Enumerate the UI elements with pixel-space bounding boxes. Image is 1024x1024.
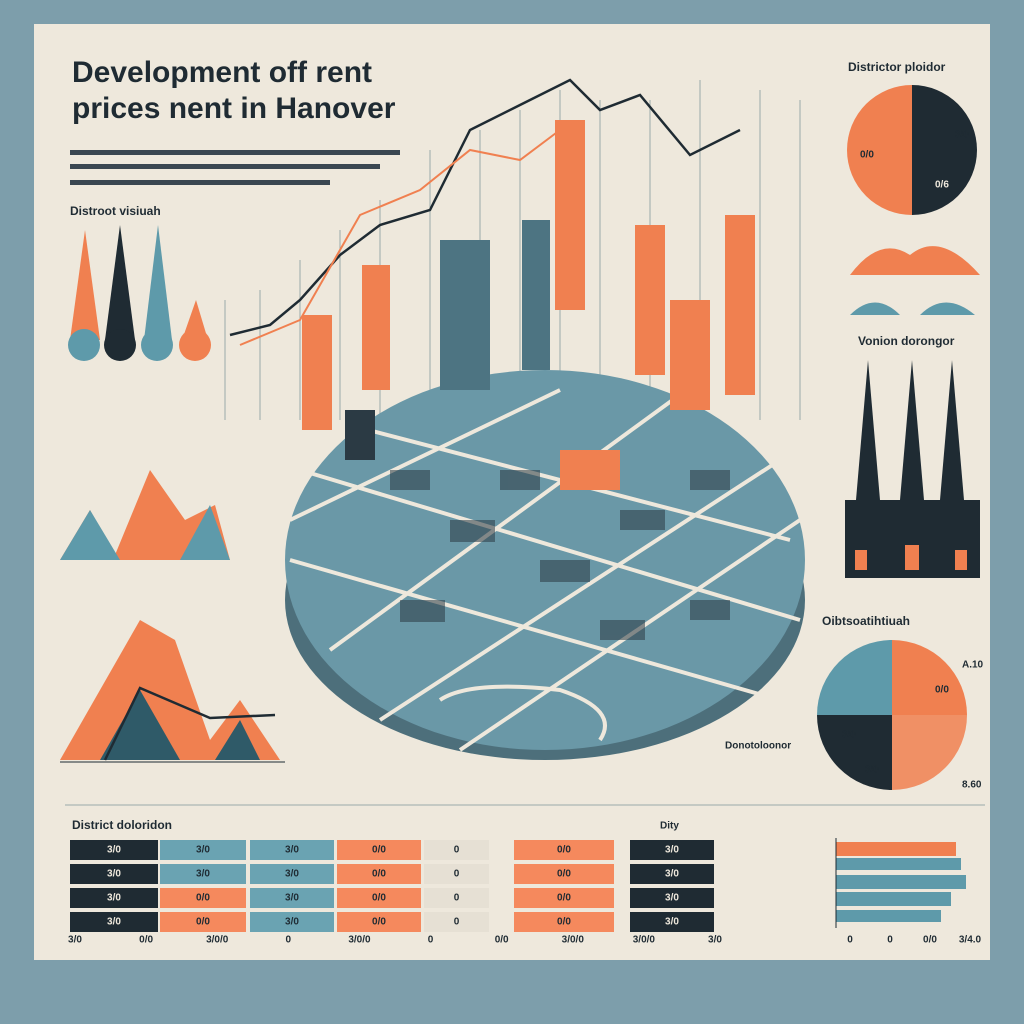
table-cell-text: 3/0 xyxy=(665,917,679,928)
table-footer: 3/0/0 xyxy=(633,935,656,946)
hbars xyxy=(835,838,966,928)
table-cell-text: 3/0 xyxy=(107,869,121,880)
pie-label: 3/0 xyxy=(955,130,969,141)
table-cell xyxy=(160,864,246,884)
table-cell-text: 0/0 xyxy=(372,845,386,856)
section-title: Dity xyxy=(660,821,679,832)
table-cell xyxy=(70,840,158,860)
table-footer: 3/0 xyxy=(708,935,722,946)
table-cell-text: 0/0 xyxy=(372,893,386,904)
section-title: Vonion dorongor xyxy=(858,334,955,348)
title-line: Development off rent xyxy=(72,56,372,89)
table-cell-text: 0/0 xyxy=(372,869,386,880)
table-footer: 3/0/0 xyxy=(562,935,585,946)
table-cell-text: 0/0 xyxy=(557,917,571,928)
pie-label: 0/0 xyxy=(935,685,949,696)
table-cell xyxy=(424,912,489,932)
table-cell-text: 3/0 xyxy=(285,893,299,904)
table-cell-text: 3/0 xyxy=(196,845,210,856)
table-footer: 0/0 xyxy=(139,935,153,946)
table-cell-text: 3/0 xyxy=(665,869,679,880)
table-cell xyxy=(514,888,614,908)
table-cell xyxy=(337,840,421,860)
table-cell-text: 3/0 xyxy=(665,893,679,904)
table-cell-text: 3/0 xyxy=(285,845,299,856)
table-cell xyxy=(160,888,246,908)
table-footer: 0/0 xyxy=(495,935,509,946)
table-cell xyxy=(424,888,489,908)
table-cell-text: 0 xyxy=(454,917,460,928)
table-cell xyxy=(250,840,334,860)
drops xyxy=(68,225,211,361)
pie-label: 0/0 xyxy=(860,150,874,161)
table-cell xyxy=(424,840,489,860)
table-cell-text: 3/0 xyxy=(285,869,299,880)
table-footer: 0 xyxy=(286,935,292,946)
table-cell xyxy=(514,912,614,932)
section-title: Districtor ploidor xyxy=(848,60,946,74)
map-label: Donotoloonor xyxy=(725,741,791,752)
table-cell-text: 3/0 xyxy=(196,869,210,880)
table-footer: 3/0/0 xyxy=(206,935,229,946)
table-cell-text: 0/0 xyxy=(557,869,571,880)
table-cell-text: 0/0 xyxy=(557,845,571,856)
table-cell xyxy=(337,888,421,908)
pie-label: A.10 xyxy=(962,660,984,671)
section-title: Oibtsoatihtiuah xyxy=(822,614,910,628)
area-chart xyxy=(60,470,285,763)
table-cell xyxy=(630,840,714,860)
pie-label: 3/0 xyxy=(865,765,879,776)
table-cell-text: 0/0 xyxy=(196,917,210,928)
axis-label: 0 xyxy=(887,935,893,946)
table-cell xyxy=(630,888,714,908)
pie-label: 3/0 xyxy=(842,730,856,741)
table-cell xyxy=(337,912,421,932)
table-cell xyxy=(70,912,158,932)
table-cell xyxy=(630,864,714,884)
table-cell xyxy=(424,864,489,884)
table-cell xyxy=(250,864,334,884)
intro-lines xyxy=(70,150,400,185)
table-cell-text: 3/0 xyxy=(285,917,299,928)
table-footer: 0 xyxy=(428,935,434,946)
table-cell xyxy=(250,912,334,932)
table-cell xyxy=(70,888,158,908)
section-title: Distroot visiuah xyxy=(70,204,161,218)
axis-label: 3/4.0 xyxy=(959,935,982,946)
table-cell xyxy=(514,864,614,884)
table-cell-text: 0/0 xyxy=(372,917,386,928)
table-cell-text: 0 xyxy=(454,893,460,904)
table-cell xyxy=(250,888,334,908)
axis-label: 0 xyxy=(847,935,853,946)
table-cell xyxy=(70,864,158,884)
section-title: District doloridon xyxy=(72,818,172,832)
table-footer: 3/0/0 xyxy=(348,935,371,946)
table-footer: 3/0 xyxy=(68,935,82,946)
table-cell xyxy=(514,840,614,860)
table-cell xyxy=(160,840,246,860)
map xyxy=(285,370,805,760)
table-cell-text: 3/0 xyxy=(107,845,121,856)
pie xyxy=(847,85,980,315)
table-cell-text: 3/0 xyxy=(665,845,679,856)
table-cell-text: 3/0 xyxy=(107,917,121,928)
church xyxy=(845,360,980,578)
pie xyxy=(817,640,967,790)
pie-label: 8.60 xyxy=(962,780,982,791)
buildings xyxy=(302,120,755,490)
table-cell-text: 0 xyxy=(454,845,460,856)
axis-label: 0/0 xyxy=(923,935,937,946)
table-cell xyxy=(630,912,714,932)
pie-label: 0/6 xyxy=(935,180,949,191)
table-cell xyxy=(160,912,246,932)
table-cell-text: 3/0 xyxy=(107,893,121,904)
table-cell-text: 0/0 xyxy=(557,893,571,904)
table-cell xyxy=(337,864,421,884)
table-cell-text: 0 xyxy=(454,869,460,880)
title-line: prices nent in Hanover xyxy=(72,92,396,125)
table-cell-text: 0/0 xyxy=(196,893,210,904)
